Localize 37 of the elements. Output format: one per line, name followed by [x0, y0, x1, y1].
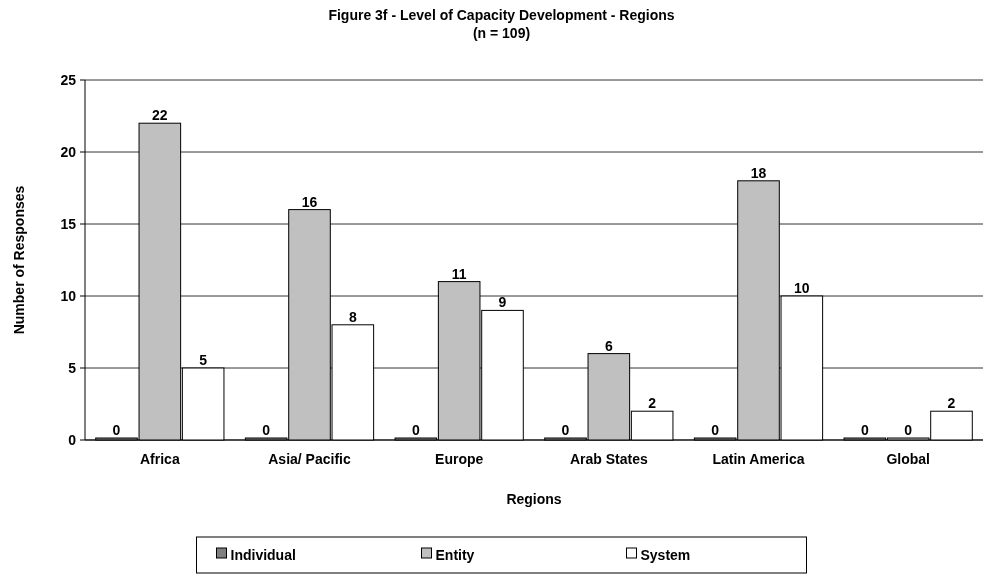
- data-label: 0: [262, 422, 271, 438]
- data-label: 0: [411, 422, 420, 438]
- data-label: 16: [301, 193, 318, 210]
- data-label: 0: [711, 422, 720, 438]
- legend-label: Entity: [435, 547, 475, 563]
- x-tick-label: Asia/ Pacific: [268, 451, 351, 467]
- y-tick-label: 15: [60, 216, 77, 232]
- data-label: 0: [860, 422, 869, 438]
- data-label: 22: [152, 107, 168, 124]
- y-tick-label: 10: [60, 288, 77, 304]
- data-label: 2: [648, 395, 657, 412]
- x-tick-label: Latin America: [712, 451, 805, 467]
- data-label: 8: [348, 308, 357, 325]
- x-axis-title: Regions: [506, 491, 562, 507]
- legend-label: System: [640, 547, 691, 563]
- y-tick-label: 25: [60, 72, 77, 88]
- data-label: 18: [750, 164, 767, 181]
- data-label: 11: [451, 265, 467, 282]
- chart-subtitle: (n = 109): [472, 25, 531, 41]
- data-label: 2: [947, 395, 956, 412]
- x-tick-label: Africa: [139, 451, 180, 467]
- y-tick-label: 0: [68, 432, 77, 448]
- data-label: 9: [498, 294, 507, 311]
- x-tick-label: Arab States: [569, 451, 648, 467]
- y-axis-title: Number of Responses: [11, 185, 27, 335]
- x-tick-label: Europe: [435, 451, 484, 467]
- data-label: 6: [604, 337, 613, 354]
- data-label: 0: [561, 422, 570, 438]
- data-label: 0: [904, 422, 913, 438]
- data-label: 0: [112, 422, 121, 438]
- data-label: 10: [794, 280, 810, 296]
- y-tick-label: 5: [68, 360, 77, 376]
- data-label: 5: [199, 352, 208, 368]
- x-tick-label: Global: [886, 451, 930, 467]
- y-tick-label: 20: [60, 144, 77, 160]
- legend-label: Individual: [230, 547, 296, 563]
- chart-title: Figure 3f - Level of Capacity Development - Regions: [328, 7, 675, 23]
